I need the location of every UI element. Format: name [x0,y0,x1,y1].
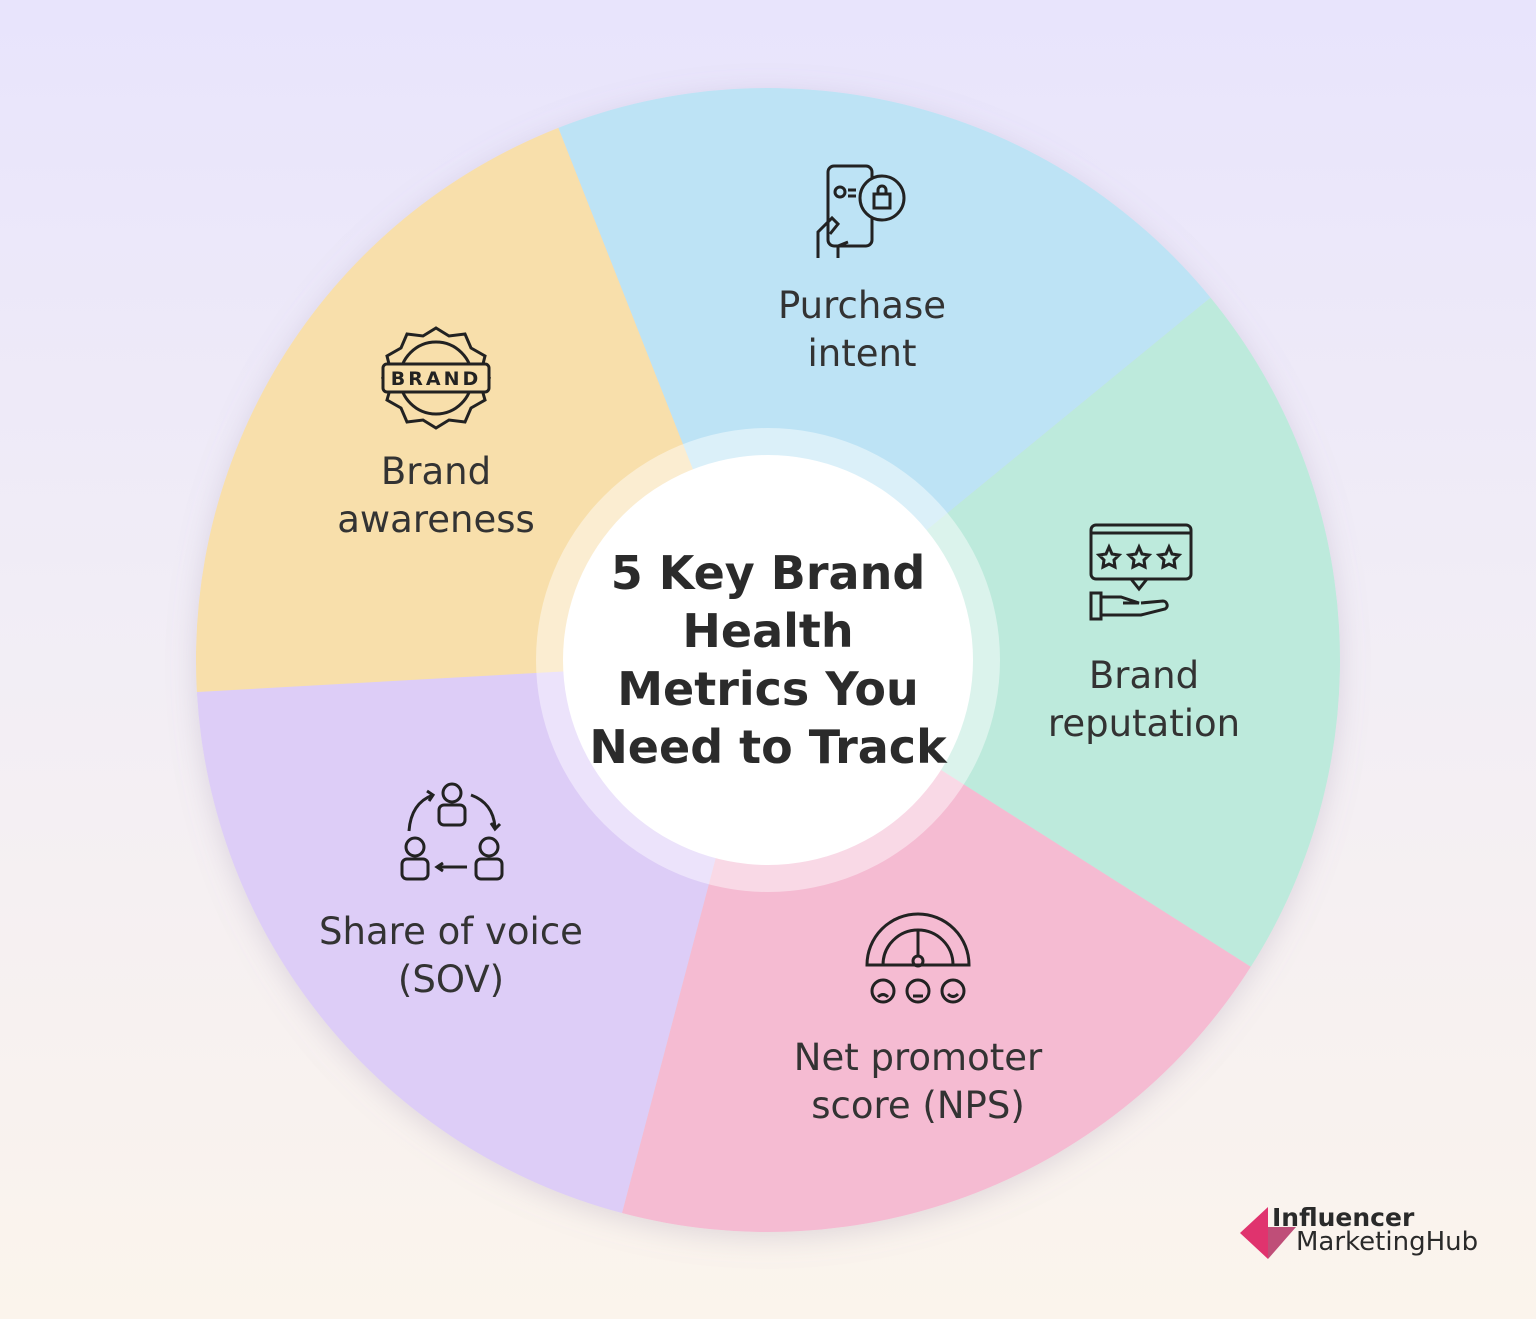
logo-mark-icon [1240,1207,1296,1259]
influencer-marketing-hub-logo: Influencer MarketingHub [1240,1203,1500,1263]
label-line: (SOV) [397,958,505,1001]
label-line: Brand [380,450,492,493]
people-cycle-icon [400,782,504,881]
star-rating-hand-icon [1089,523,1193,621]
brand-badge-icon: BRAND [381,326,491,430]
segment-share-of-voice: Share of voice (SOV) [319,908,583,1004]
segment-brand-reputation: Brand reputation [1048,652,1240,748]
segment-net-promoter-score: Net promoter score (NPS) [794,1034,1042,1130]
label-line: Share of voice [319,910,583,953]
label-line: awareness [337,498,535,541]
segment-purchase-intent: Purchase intent [778,282,946,378]
label-line: reputation [1047,702,1241,745]
label-line: Net promoter [793,1036,1043,1079]
gauge-faces-icon [865,912,971,1004]
label-line: score (NPS) [811,1084,1025,1127]
center-circle [563,455,973,865]
label-line: intent [807,332,917,375]
svg-text:BRAND: BRAND [391,368,482,390]
segment-brand-awareness: Brand awareness [337,448,535,544]
logo-line1: Influencer [1272,1203,1415,1232]
phone-shopping-bag-icon [816,164,906,258]
label-line: Brand [1088,654,1200,697]
center-title: 5 Key Brand Health Metrics You Need to T… [589,546,947,774]
wedge-brand-reputation [768,297,1340,967]
logo-line2: MarketingHub [1296,1227,1479,1257]
label-line: Purchase [777,284,947,327]
